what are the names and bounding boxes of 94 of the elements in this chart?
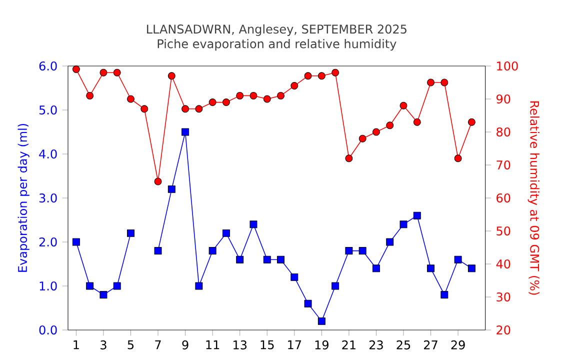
x-tick-label: 21	[342, 340, 356, 350]
point	[113, 68, 121, 76]
point	[182, 128, 190, 136]
x-tick-label: 5	[128, 340, 134, 350]
point	[400, 102, 408, 110]
y2-tick-label: 70	[496, 160, 510, 170]
point	[345, 154, 353, 162]
point	[332, 282, 340, 290]
point	[386, 122, 394, 130]
point	[100, 291, 108, 299]
point	[236, 256, 244, 264]
point	[372, 128, 380, 136]
point	[358, 247, 366, 255]
point	[427, 78, 435, 86]
point	[250, 220, 258, 228]
y2-tick-label: 80	[496, 127, 510, 137]
point	[168, 185, 176, 193]
point	[113, 282, 121, 290]
point	[127, 95, 134, 103]
y2-axis-title: Relative humidity at 09 GMT (%)	[528, 101, 540, 295]
y-tick-label: 6.0	[39, 61, 57, 71]
point	[154, 247, 162, 255]
point	[468, 264, 476, 272]
y-tick-label: 5.0	[39, 105, 57, 115]
point	[290, 273, 298, 281]
point	[454, 256, 462, 264]
x-tick-label: 15	[260, 340, 274, 350]
x-tick-label: 9	[182, 340, 188, 350]
point	[86, 282, 94, 290]
y2-tick-label: 40	[496, 259, 510, 269]
point	[277, 92, 284, 100]
point	[345, 247, 353, 255]
point	[195, 105, 203, 113]
point	[413, 212, 421, 220]
x-tick-label: 23	[369, 340, 383, 350]
x-tick-label: 25	[396, 340, 410, 350]
point	[427, 264, 435, 272]
point	[358, 134, 366, 142]
x-tick-label: 17	[288, 340, 301, 350]
point	[72, 238, 80, 246]
point	[263, 256, 271, 264]
point	[332, 68, 340, 76]
y-tick-label: 0.0	[39, 325, 57, 335]
y-tick-label: 1.0	[40, 281, 57, 291]
point	[100, 68, 108, 76]
x-tick-label: 27	[424, 340, 438, 350]
point	[222, 229, 230, 237]
point	[208, 98, 216, 106]
y-axis-title: Evaporation per day (ml)	[18, 124, 30, 272]
chart-subtitle: Piche evaporation and relative humidity	[158, 39, 396, 51]
x-tick-label: 3	[100, 340, 106, 350]
point	[290, 82, 298, 90]
point	[440, 291, 448, 299]
point	[250, 92, 258, 100]
point	[86, 92, 94, 100]
point	[372, 264, 380, 272]
x-tick-label: 19	[315, 340, 328, 350]
point	[440, 78, 448, 86]
point	[208, 247, 216, 255]
point	[140, 105, 148, 113]
point	[222, 98, 230, 106]
point	[195, 282, 203, 290]
y2-tick-label: 50	[496, 226, 510, 236]
point	[277, 256, 284, 264]
y-tick-label: 2.0	[39, 237, 57, 247]
y2-tick-label: 100	[497, 61, 518, 71]
x-tick-label: 29	[451, 340, 465, 350]
point	[318, 72, 326, 80]
point	[304, 300, 312, 308]
point	[236, 92, 244, 100]
x-tick-label: 11	[206, 340, 220, 350]
y2-tick-label: 90	[496, 94, 510, 104]
x-tick-label: 13	[234, 340, 247, 350]
point	[413, 118, 421, 126]
point	[168, 72, 176, 80]
point	[468, 118, 476, 126]
y2-tick-label: 30	[496, 292, 510, 302]
x-tick-label: 1	[74, 340, 79, 350]
x-tick-label: 7	[155, 340, 161, 350]
point	[400, 220, 408, 228]
point	[304, 72, 312, 80]
point	[318, 317, 326, 325]
y2-tick-label: 20	[496, 325, 510, 335]
y-tick-label: 3.0	[39, 193, 57, 203]
point	[263, 95, 271, 103]
point	[154, 178, 162, 186]
point	[454, 154, 462, 162]
point	[127, 229, 134, 237]
chart-title: LLANSADWRN, Anglesey, SEPTEMBER 2025	[147, 24, 406, 36]
point	[182, 105, 190, 113]
y2-tick-label: 60	[496, 193, 510, 203]
point	[72, 66, 80, 74]
y-tick-label: 4.0	[39, 149, 57, 159]
point	[386, 238, 394, 246]
